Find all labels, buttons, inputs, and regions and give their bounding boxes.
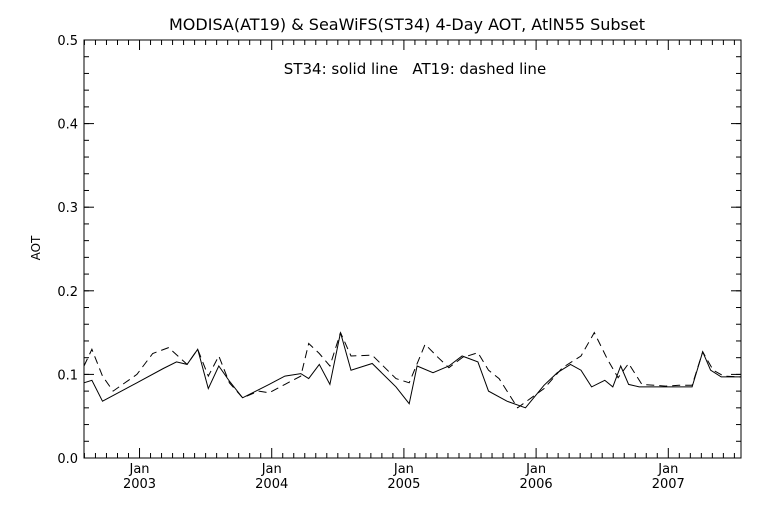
x-tick-month-label: Jan [525, 462, 546, 477]
y-tick-label: 0.0 [57, 452, 78, 467]
y-axis-label: AOT [29, 235, 43, 260]
plot-frame [83, 39, 742, 459]
series-line-at19 [83, 331, 742, 409]
x-tick-year-label: 2007 [652, 477, 685, 492]
series-layer [83, 331, 742, 409]
y-tick-label: 0.5 [57, 34, 78, 49]
series-line-st34 [83, 332, 741, 409]
x-tick-year-label: 2003 [123, 477, 156, 492]
y-tick-label: 0.2 [57, 285, 78, 300]
y-axis: 0.0 0.1 0.2 0.3 0.4 0.5 [57, 34, 741, 467]
x-tick-year-label: 2004 [255, 477, 288, 492]
legend-annotation: ST34: solid line AT19: dashed line [284, 60, 546, 78]
x-tick-year-label: 2005 [387, 477, 420, 492]
y-tick-label: 0.4 [57, 118, 78, 133]
x-tick-month-label: Jan [657, 462, 678, 477]
y-tick-label: 0.1 [57, 368, 78, 383]
x-tick-year-label: 2006 [520, 477, 553, 492]
x-tick-month-label: Jan [128, 462, 149, 477]
x-tick-month-label: Jan [261, 462, 282, 477]
x-tick-month-label: Jan [393, 462, 414, 477]
chart-title: MODISA(AT19) & SeaWiFS(ST34) 4-Day AOT, … [169, 15, 645, 34]
y-tick-label: 0.3 [57, 201, 78, 216]
